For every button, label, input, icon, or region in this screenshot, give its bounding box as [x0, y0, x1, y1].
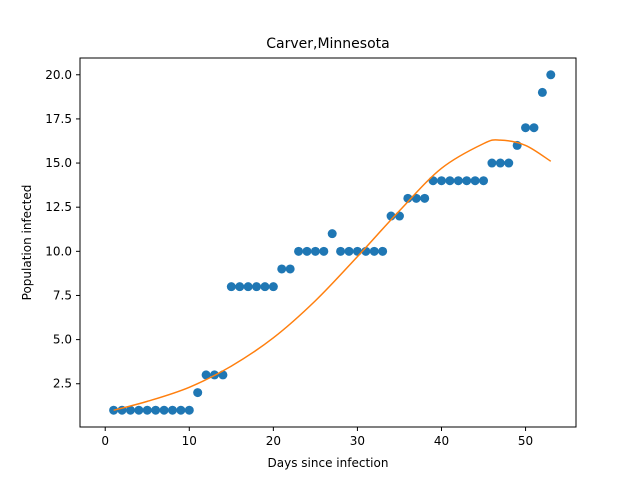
- data-point: [184, 405, 194, 415]
- data-point: [436, 176, 446, 186]
- data-point: [521, 123, 531, 133]
- data-point: [344, 246, 354, 256]
- chart-title: Carver,Minnesota: [266, 36, 389, 52]
- data-point: [260, 282, 270, 292]
- y-axis: 2.5 5.0 7.5 10.0 12.5 15.0 17.5 20.0: [45, 68, 80, 391]
- data-point: [495, 158, 505, 168]
- data-point: [302, 246, 312, 256]
- axes-frame: [79, 57, 577, 428]
- data-point: [327, 229, 337, 239]
- data-point: [479, 176, 489, 186]
- y-tick-label: 17.5: [45, 112, 72, 126]
- data-point: [462, 176, 472, 186]
- data-point: [310, 246, 320, 256]
- data-point: [252, 282, 262, 292]
- y-tick-label: 2.5: [53, 377, 72, 391]
- data-point: [487, 158, 497, 168]
- data-point: [319, 246, 329, 256]
- data-point: [294, 246, 304, 256]
- y-axis-label: Population infected: [20, 185, 34, 301]
- y-tick-label: 10.0: [45, 244, 72, 258]
- x-axis-label: Days since infection: [268, 456, 389, 470]
- data-point: [176, 405, 186, 415]
- data-point: [470, 176, 480, 186]
- data-point: [428, 176, 438, 186]
- data-point: [352, 246, 362, 256]
- x-tick-label: 30: [350, 434, 365, 448]
- x-tick-label: 10: [182, 434, 197, 448]
- data-point: [445, 176, 455, 186]
- x-axis: 0 10 20 30 40 50: [101, 427, 533, 448]
- data-point: [420, 193, 430, 203]
- data-point: [453, 176, 463, 186]
- data-point: [394, 211, 404, 221]
- fit-curve: [113, 139, 552, 411]
- data-point: [142, 405, 152, 415]
- data-point: [226, 282, 236, 292]
- x-tick-label: 40: [434, 434, 449, 448]
- x-tick-label: 20: [266, 434, 281, 448]
- data-point: [336, 246, 346, 256]
- data-point: [134, 405, 144, 415]
- x-tick-label: 50: [518, 434, 533, 448]
- data-point: [277, 264, 287, 274]
- y-tick-label: 7.5: [53, 288, 72, 302]
- data-point: [193, 388, 203, 398]
- plot-area: [109, 70, 556, 415]
- y-tick-label: 12.5: [45, 200, 72, 214]
- data-point: [151, 405, 161, 415]
- data-point: [285, 264, 295, 274]
- data-point: [243, 282, 253, 292]
- data-point: [529, 123, 539, 133]
- data-point: [378, 246, 388, 256]
- x-tick-label: 0: [101, 434, 109, 448]
- data-point: [167, 405, 177, 415]
- data-point: [546, 70, 556, 80]
- data-point: [125, 405, 135, 415]
- data-point: [537, 87, 547, 97]
- data-point: [504, 158, 514, 168]
- y-tick-label: 5.0: [53, 333, 72, 347]
- y-tick-label: 20.0: [45, 68, 72, 82]
- data-point: [159, 405, 169, 415]
- y-tick-label: 15.0: [45, 156, 72, 170]
- data-point: [369, 246, 379, 256]
- data-point: [201, 370, 211, 380]
- data-point: [235, 282, 245, 292]
- data-point: [403, 193, 413, 203]
- data-point: [268, 282, 278, 292]
